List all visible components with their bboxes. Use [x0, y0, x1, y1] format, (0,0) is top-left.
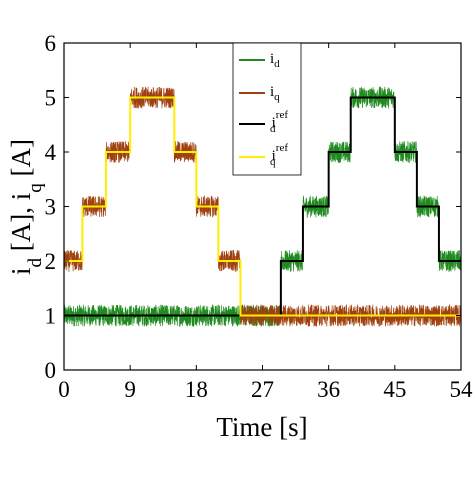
y-axis-title-sub: d [25, 257, 46, 267]
y-tick-label: 4 [45, 140, 57, 165]
x-tick-label: 0 [58, 377, 70, 402]
y-tick-label: 6 [45, 31, 57, 56]
y-axis-title-part: [A] [6, 139, 36, 183]
series-line-i-q-ref [64, 96, 461, 317]
series-line-i-d-ref [64, 96, 461, 317]
y-tick-label: 2 [45, 249, 57, 274]
x-tick-label: 9 [124, 377, 136, 402]
y-tick-label: 1 [45, 304, 57, 329]
x-tick-label: 54 [450, 377, 474, 402]
legend-box [232, 42, 302, 176]
legend-label: iref d [270, 109, 288, 135]
x-axis-title: Time [s] [216, 412, 307, 442]
x-tick-label: 45 [383, 377, 406, 402]
y-axis-title-part: i [6, 267, 36, 275]
y-tick-label: 0 [45, 358, 57, 383]
x-tick-label: 36 [317, 377, 340, 402]
series-layer [63, 86, 462, 328]
legend-entry-iq-ref: iref q [239, 142, 288, 168]
legend-label: id [270, 51, 280, 70]
legend-label: iref q [270, 142, 288, 168]
y-axis-title-sub: q [25, 183, 46, 193]
legend-label: iq [270, 84, 280, 103]
y-axis-title: id [A], iq [A] [6, 139, 46, 275]
y-axis-title-part: [A], i [6, 193, 36, 258]
y-tick-label: 3 [45, 195, 57, 220]
legend: id iq iref d iref q [232, 42, 302, 176]
legend-entry-id: id [239, 51, 280, 70]
legend-entry-id-ref: iref d [239, 109, 288, 135]
x-tick-label: 18 [185, 377, 208, 402]
legend-entry-iq: iq [239, 84, 280, 103]
y-tick-label: 5 [45, 86, 57, 111]
x-tick-label: 27 [251, 377, 274, 402]
